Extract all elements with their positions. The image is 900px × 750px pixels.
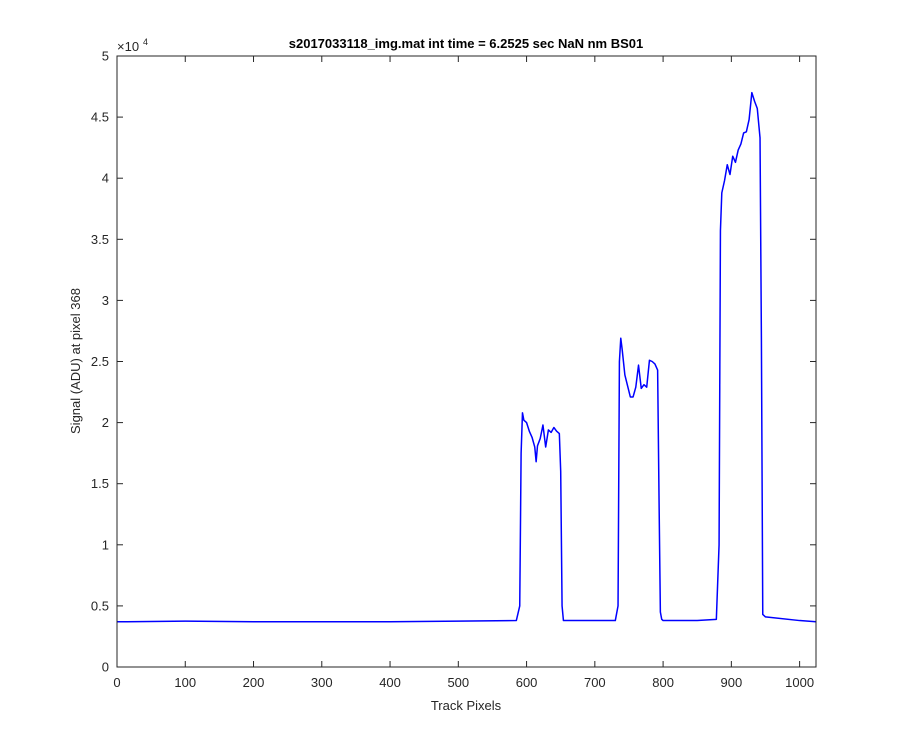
y-exponent-label: ×10 4 bbox=[117, 37, 148, 54]
x-tick-label: 700 bbox=[584, 675, 606, 690]
axes-frame bbox=[116, 55, 817, 668]
x-tick-label: 800 bbox=[652, 675, 674, 690]
x-tick-label: 0 bbox=[113, 675, 120, 690]
y-tick-label: 2.5 bbox=[91, 354, 109, 369]
x-axis-ticks: 0 100 200 300 400 500 600 700 800 900 1000 bbox=[113, 56, 814, 690]
y-exponent-power: 4 bbox=[143, 37, 148, 47]
x-tick-label: 900 bbox=[721, 675, 743, 690]
y-tick-label: 3 bbox=[102, 293, 109, 308]
y-tick-label: 5 bbox=[102, 49, 109, 64]
x-tick-label: 500 bbox=[447, 675, 469, 690]
series-line-1 bbox=[116, 91, 817, 623]
y-tick-label: 1.5 bbox=[91, 476, 109, 491]
x-tick-label: 1000 bbox=[785, 675, 814, 690]
x-tick-label: 200 bbox=[243, 675, 265, 690]
y-exponent-base: ×10 bbox=[117, 39, 139, 54]
x-tick-label: 300 bbox=[311, 675, 333, 690]
x-tick-label: 600 bbox=[516, 675, 538, 690]
chart-title: s2017033118_img.mat int time = 6.2525 se… bbox=[289, 36, 643, 51]
y-tick-label: 2 bbox=[102, 415, 109, 430]
y-tick-label: 4 bbox=[102, 171, 109, 186]
y-axis-label: Signal (ADU) at pixel 368 bbox=[68, 288, 83, 434]
y-tick-label: 0 bbox=[102, 660, 109, 675]
plot-area bbox=[117, 56, 816, 667]
y-tick-label: 1 bbox=[102, 537, 109, 552]
y-tick-label: 4.5 bbox=[91, 110, 109, 125]
y-tick-label: 0.5 bbox=[91, 598, 109, 613]
x-axis-label: Track Pixels bbox=[431, 698, 502, 713]
y-tick-label: 3.5 bbox=[91, 232, 109, 247]
x-tick-label: 100 bbox=[174, 675, 196, 690]
series-layer bbox=[116, 91, 817, 623]
x-tick-label: 400 bbox=[379, 675, 401, 690]
